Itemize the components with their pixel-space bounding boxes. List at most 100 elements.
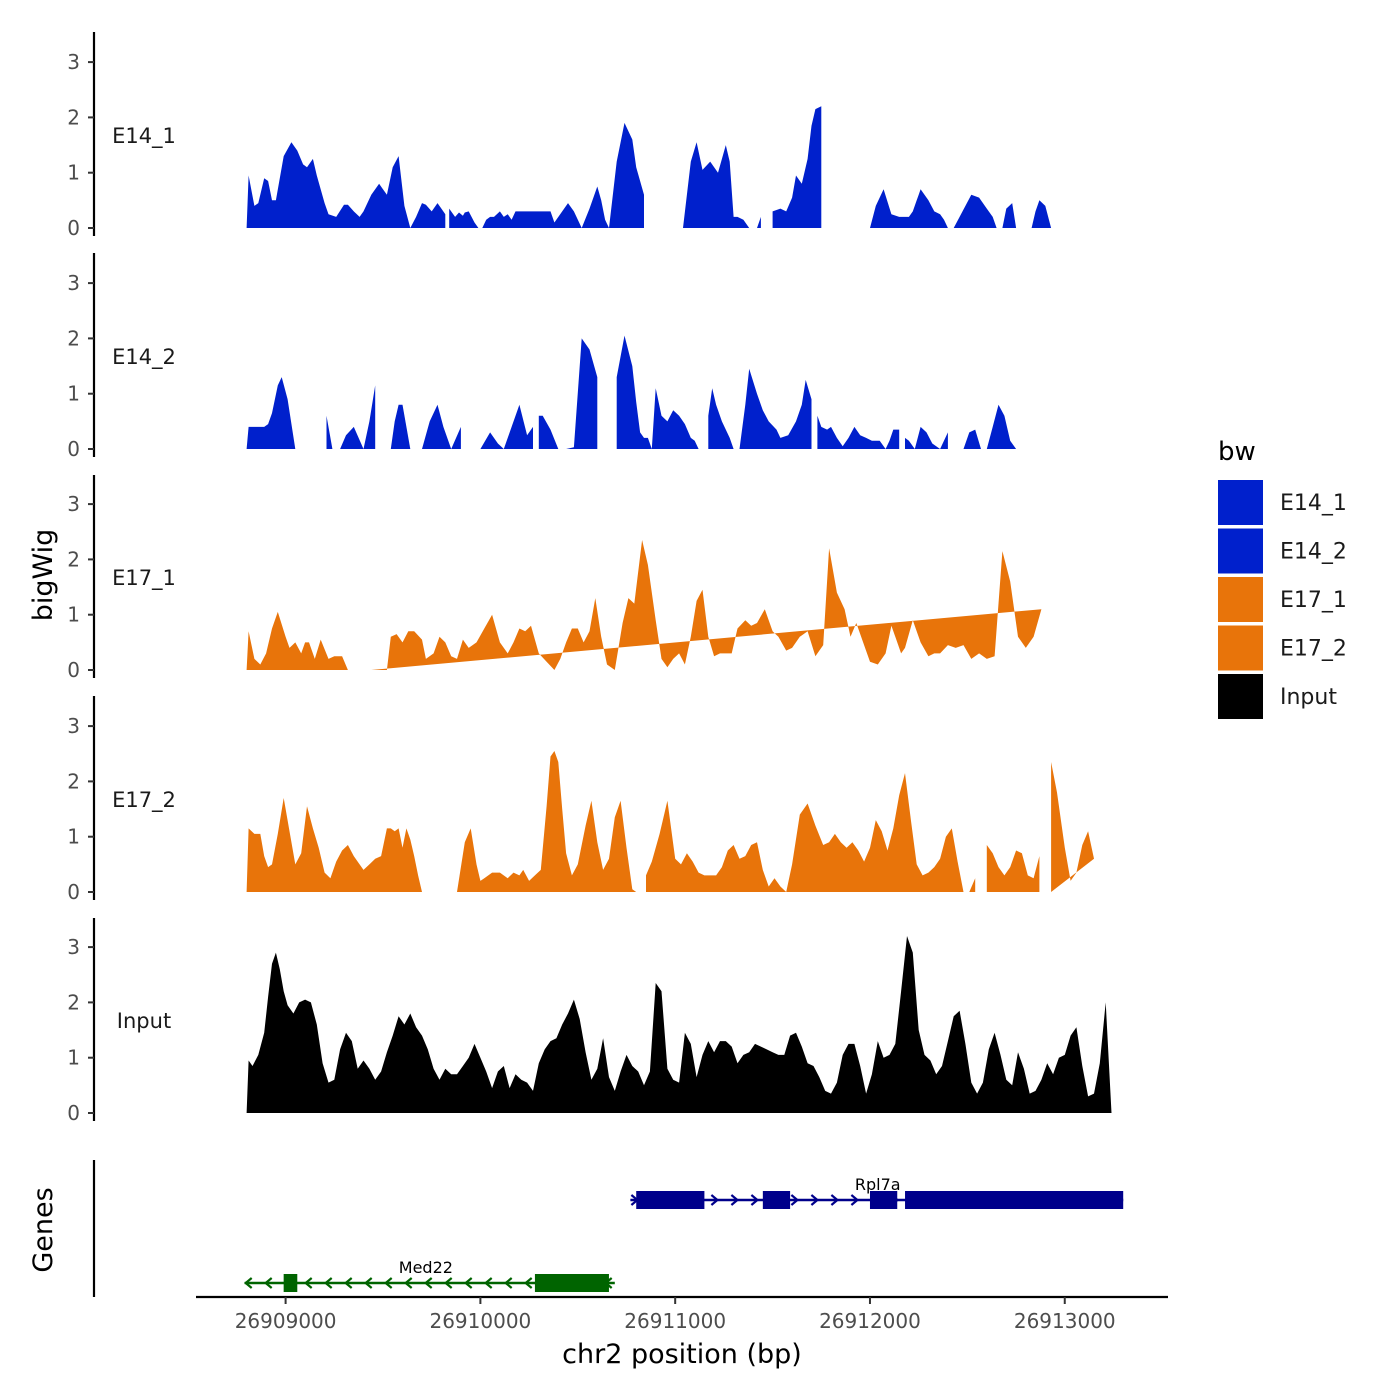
y-tick-label: 0	[67, 1101, 80, 1125]
coverage-area	[246, 936, 1112, 1113]
y-tick-label: 1	[67, 825, 80, 849]
track-label: E14_2	[112, 345, 176, 370]
y-tick-label: 2	[67, 326, 80, 350]
coverage-tracks: 0 1 2 3 E14_1 0 1 2 3 E14_2 0 1 2 3 E17_1 0 1 2 3 E17_2 0 1 2 3…	[67, 32, 1112, 1125]
y-tick-label: 0	[67, 658, 80, 682]
y-tick-label: 2	[67, 769, 80, 793]
x-tick-label: 26913000	[1014, 1309, 1116, 1333]
strand-arrow	[750, 1194, 760, 1206]
coverage-area	[371, 540, 1042, 670]
coverage-area	[390, 404, 411, 449]
track-label: E17_1	[112, 566, 176, 591]
y-tick-label: 1	[67, 1046, 80, 1070]
strand-arrow	[523, 1277, 533, 1289]
y-tick-label: 0	[67, 216, 80, 240]
gene-track: Med22 Rpl7a	[92, 1160, 1124, 1297]
legend-swatch	[1218, 480, 1263, 525]
strand-arrow	[483, 1277, 493, 1289]
strand-arrow	[263, 1277, 273, 1289]
coverage-area	[616, 335, 703, 449]
coverage-area	[246, 611, 360, 670]
coverage-area	[708, 368, 812, 449]
strand-arrow	[363, 1277, 373, 1289]
coverage-area	[953, 194, 1052, 228]
legend-label: E14_2	[1280, 540, 1347, 565]
strand-arrow	[303, 1277, 313, 1289]
strand-arrow	[463, 1277, 473, 1289]
exon	[534, 1274, 609, 1292]
coverage-area	[326, 385, 376, 449]
coverage-area	[772, 106, 822, 228]
x-axis-title: chr2 position (bp)	[562, 1339, 802, 1370]
gene-Rpl7a: Rpl7a	[630, 1175, 1124, 1209]
coverage-area	[449, 122, 644, 228]
strand-arrow	[423, 1277, 433, 1289]
y-tick-label: 2	[67, 547, 80, 571]
coverage-area	[646, 773, 976, 892]
coverage-area	[817, 415, 900, 449]
coverage-area	[246, 377, 296, 449]
strand-arrow	[503, 1277, 513, 1289]
y-axis-title: bigWig	[28, 529, 59, 622]
x-tick-label: 26912000	[819, 1309, 921, 1333]
coverage-area	[842, 189, 948, 228]
legend-label: E14_1	[1280, 491, 1347, 516]
coverage-area	[955, 404, 1017, 449]
legend-title: bw	[1218, 437, 1256, 467]
legend-label: E17_2	[1280, 637, 1347, 662]
track-E14_1: 0 1 2 3 E14_1	[67, 32, 1052, 240]
y-tick-label: 3	[67, 271, 80, 295]
exon	[905, 1191, 1124, 1209]
coverage-area	[986, 845, 1040, 892]
strand-arrow	[850, 1194, 860, 1206]
exon	[869, 1191, 898, 1209]
coverage-area	[679, 142, 761, 228]
genes-axis-title: Genes	[28, 1187, 59, 1272]
y-tick-label: 1	[67, 161, 80, 185]
legend: bw E14_1 E14_2 E17_1 E17_2 Input	[1218, 437, 1347, 719]
strand-arrow	[810, 1194, 820, 1206]
track-label: Input	[117, 1009, 171, 1033]
gene-Med22: Med22	[243, 1258, 615, 1292]
x-tick-label: 26910000	[429, 1309, 531, 1333]
strand-arrow	[443, 1277, 453, 1289]
coverage-area	[422, 404, 461, 449]
strand-arrow	[383, 1277, 393, 1289]
strand-arrow	[790, 1194, 800, 1206]
legend-swatch	[1218, 674, 1263, 719]
coverage-area	[457, 751, 637, 892]
coverage-area	[470, 404, 533, 449]
strand-arrow	[710, 1194, 720, 1206]
gene-label: Med22	[399, 1258, 453, 1277]
coverage-area	[1051, 762, 1094, 892]
strand-arrow	[403, 1277, 413, 1289]
legend-label: E17_1	[1280, 588, 1347, 613]
exon	[283, 1274, 298, 1292]
y-tick-label: 3	[67, 492, 80, 516]
y-tick-label: 1	[67, 603, 80, 627]
y-tick-label: 3	[67, 935, 80, 959]
legend-swatch	[1218, 528, 1263, 574]
coverage-area	[246, 798, 422, 892]
track-E14_2: 0 1 2 3 E14_2	[67, 253, 1017, 461]
track-E17_1: 0 1 2 3 E17_1	[67, 475, 1042, 682]
y-tick-label: 2	[67, 105, 80, 129]
track-Input: 0 1 2 3 Input	[67, 918, 1112, 1125]
y-tick-label: 3	[67, 714, 80, 738]
y-tick-label: 3	[67, 50, 80, 74]
strand-arrow	[323, 1277, 333, 1289]
legend-label: Input	[1280, 685, 1337, 710]
gene-label: Rpl7a	[855, 1175, 901, 1194]
exon	[636, 1191, 705, 1209]
track-label: E17_2	[112, 788, 176, 813]
y-tick-label: 0	[67, 880, 80, 904]
strand-arrow	[243, 1277, 253, 1289]
track-E17_2: 0 1 2 3 E17_2	[67, 696, 1094, 904]
legend-swatch	[1218, 625, 1263, 671]
y-tick-label: 1	[67, 382, 80, 406]
y-tick-label: 2	[67, 990, 80, 1014]
exon	[762, 1191, 791, 1209]
track-label: E14_1	[112, 124, 176, 149]
coverage-area	[905, 426, 948, 449]
